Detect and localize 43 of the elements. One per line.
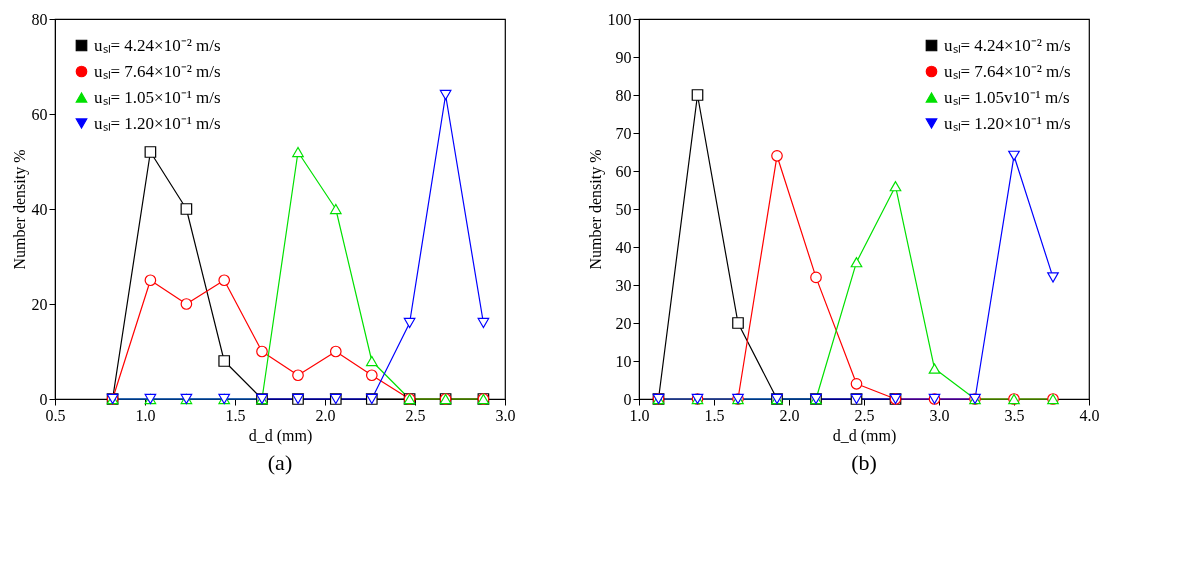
x-tick-label: 1.5 [225, 406, 246, 424]
x-tick-label: 2.5 [405, 406, 426, 424]
text: (b) [851, 450, 877, 475]
x-tick-label: 3.0 [495, 406, 516, 424]
x-tick-label: 2.5 [854, 406, 875, 424]
legend-label: uₛₗ= 4.24×10⁻² m/s [944, 35, 1071, 55]
legend-label: uₛₗ= 1.05v10⁻¹ m/s [944, 87, 1070, 107]
legend-label: uₛₗ= 1.05×10⁻¹ m/s [94, 87, 221, 107]
x-axis-title: d_d (mm) [248, 426, 313, 445]
legend-label: uₛₗ= 1.20×10⁻¹ m/s [94, 113, 221, 133]
x-tick-label: 0.5 [45, 406, 66, 424]
y-tick-label: 90 [615, 48, 632, 66]
y-axis-title: Number density % [586, 149, 605, 270]
y-tick-label: 20 [615, 314, 632, 332]
text: (a) [267, 450, 293, 475]
y-tick-label: 60 [31, 105, 48, 123]
y-tick-label: 0 [623, 390, 632, 408]
y-tick-label: 0 [39, 390, 48, 408]
y-axis-title: Number density % [10, 149, 29, 270]
legend-label: uₛₗ= 4.24×10⁻² m/s [94, 35, 221, 55]
x-tick-label: 2.0 [779, 406, 800, 424]
x-tick-label: 1.0 [629, 406, 650, 424]
y-tick-label: 80 [615, 86, 632, 104]
x-tick-label: 1.5 [704, 406, 725, 424]
y-tick-label: 100 [607, 10, 632, 28]
legend-label: uₛₗ= 7.64×10⁻² m/s [944, 61, 1071, 81]
x-tick-label: 1.0 [135, 406, 156, 424]
y-tick-label: 60 [615, 162, 632, 180]
x-tick-label: 3.0 [929, 406, 950, 424]
x-tick-label: 4.0 [1079, 406, 1100, 424]
y-tick-label: 20 [31, 295, 48, 313]
legend-label: uₛₗ= 7.64×10⁻² m/s [94, 61, 221, 81]
y-tick-label: 80 [31, 10, 48, 28]
x-tick-label: 3.5 [1004, 406, 1025, 424]
y-tick-label: 10 [615, 352, 632, 370]
x-axis-title: d_d (mm) [832, 426, 897, 445]
legend-label: uₛₗ= 1.20×10⁻¹ m/s [944, 113, 1071, 133]
y-tick-label: 30 [615, 276, 632, 294]
y-tick-label: 50 [615, 200, 632, 218]
y-tick-label: 70 [615, 124, 632, 142]
y-tick-label: 40 [31, 200, 48, 218]
x-tick-label: 2.0 [315, 406, 336, 424]
y-tick-label: 40 [615, 238, 632, 256]
